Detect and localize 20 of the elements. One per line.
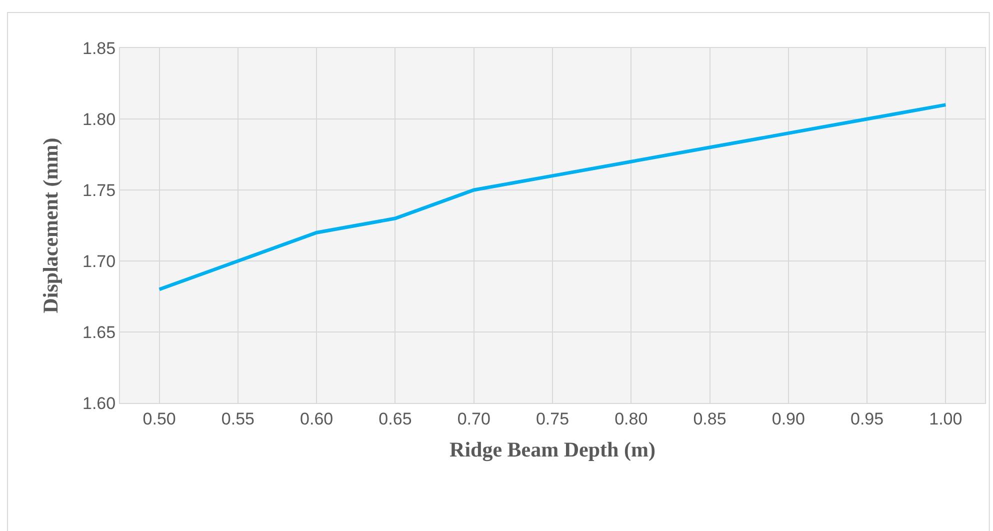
- x-tick-label: 0.50: [142, 409, 176, 428]
- x-axis-title: Ridge Beam Depth (m): [450, 438, 656, 462]
- y-tick-label: 1.65: [82, 322, 116, 342]
- y-tick-label: 1.70: [82, 252, 116, 271]
- line-series: [158, 103, 948, 292]
- x-tick-label: 0.85: [693, 409, 726, 428]
- y-tick-label: 1.75: [82, 180, 116, 200]
- x-tick-label: 0.80: [614, 409, 648, 428]
- y-tick-label: 1.85: [82, 38, 116, 58]
- y-axis-title: Displacement (mm): [38, 138, 63, 314]
- x-tick-label: 0.70: [457, 409, 490, 428]
- x-tick-label: 0.90: [772, 409, 805, 428]
- x-tick-label: 0.95: [850, 409, 884, 428]
- y-tick-label: 1.80: [82, 110, 116, 129]
- x-tick-label: 0.55: [221, 409, 254, 428]
- x-tick-label: 0.65: [378, 409, 412, 428]
- y-tick-label: 1.60: [82, 394, 116, 413]
- x-tick-label: 0.75: [536, 409, 570, 428]
- x-tick-label: 1.00: [929, 409, 962, 428]
- x-tick-label: 0.60: [300, 409, 334, 428]
